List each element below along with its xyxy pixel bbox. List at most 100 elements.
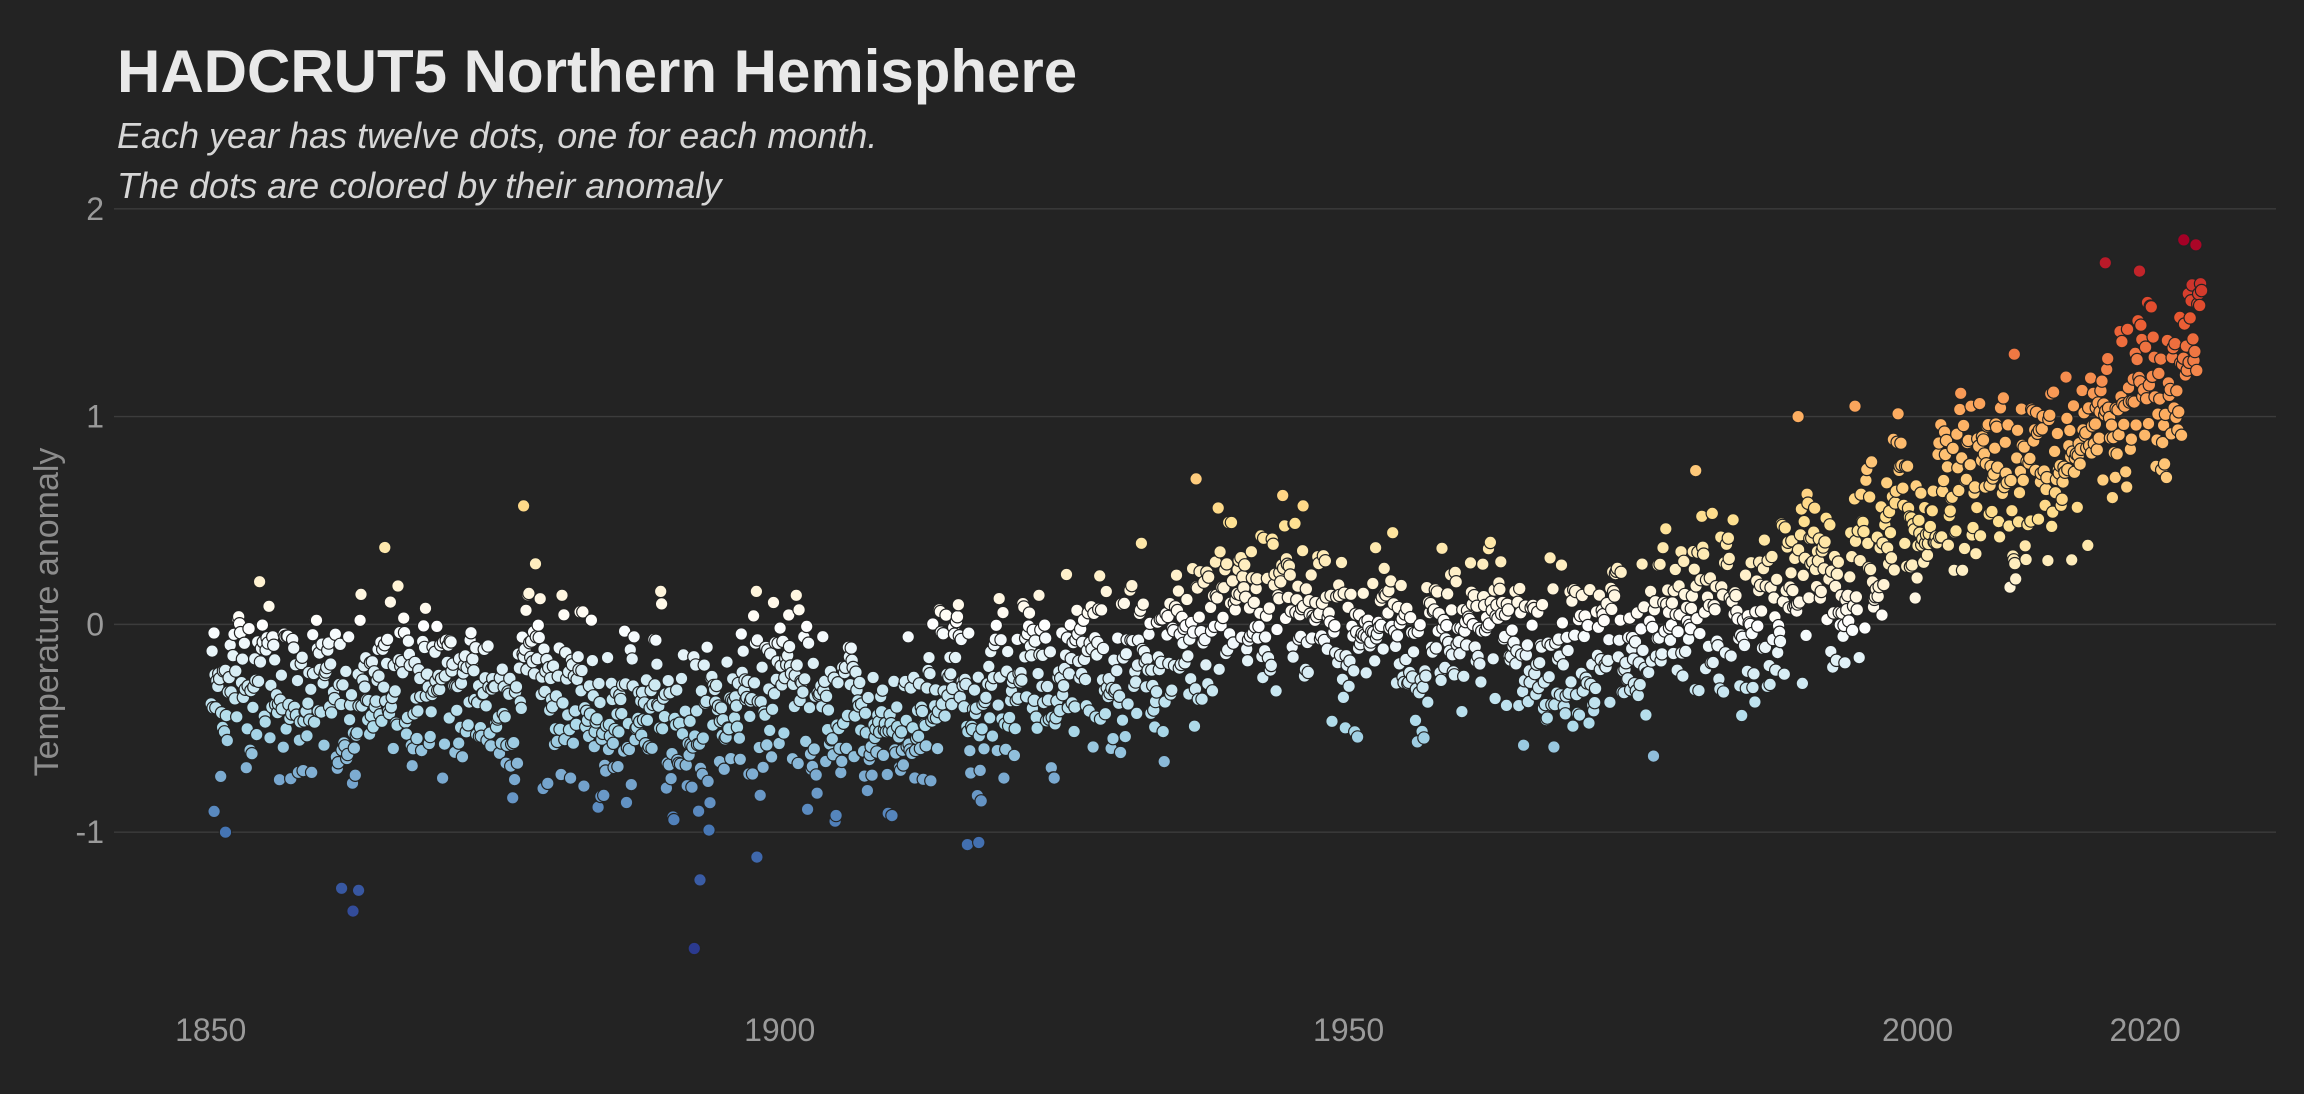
monthly-point bbox=[276, 740, 291, 754]
monthly-point bbox=[645, 741, 659, 756]
monthly-point bbox=[2070, 500, 2085, 515]
monthly-point bbox=[258, 715, 272, 729]
monthly-point bbox=[357, 680, 372, 694]
monthly-point bbox=[1199, 658, 1213, 672]
monthly-point bbox=[514, 701, 529, 716]
monthly-point bbox=[1040, 679, 1055, 694]
monthly-point bbox=[865, 768, 879, 782]
monthly-point bbox=[2177, 233, 2191, 247]
monthly-point bbox=[2023, 451, 2037, 466]
monthly-point bbox=[901, 629, 915, 644]
monthly-point bbox=[1554, 558, 1569, 572]
monthly-point bbox=[1213, 544, 1227, 559]
monthly-point bbox=[821, 703, 836, 717]
monthly-point bbox=[801, 636, 816, 650]
monthly-point bbox=[866, 670, 880, 685]
monthly-point bbox=[1845, 623, 1860, 638]
monthly-point bbox=[1413, 617, 1427, 632]
monthly-point bbox=[1972, 396, 1987, 411]
monthly-point bbox=[1457, 669, 1471, 684]
monthly-point bbox=[1614, 565, 1628, 580]
monthly-point bbox=[1086, 740, 1100, 754]
monthly-point bbox=[1473, 657, 1487, 671]
monthly-point bbox=[418, 601, 433, 616]
monthly-point bbox=[2004, 473, 2018, 488]
monthly-point bbox=[479, 699, 493, 713]
monthly-point bbox=[714, 701, 729, 715]
monthly-point bbox=[948, 650, 963, 665]
monthly-point bbox=[930, 741, 945, 756]
monthly-point bbox=[1096, 641, 1111, 656]
monthly-point bbox=[1989, 420, 2004, 435]
monthly-point bbox=[1748, 695, 1762, 709]
monthly-point bbox=[742, 709, 757, 724]
monthly-point bbox=[720, 655, 734, 669]
monthly-point bbox=[1953, 402, 1967, 417]
monthly-point bbox=[295, 650, 309, 664]
monthly-point bbox=[348, 768, 363, 782]
monthly-point bbox=[1266, 537, 1280, 552]
monthly-point bbox=[220, 733, 235, 748]
monthly-point bbox=[875, 683, 890, 697]
monthly-point bbox=[1558, 707, 1573, 721]
monthly-point bbox=[1738, 568, 1753, 582]
monthly-point bbox=[1877, 577, 1891, 592]
monthly-point bbox=[2190, 363, 2204, 378]
monthly-point bbox=[764, 750, 779, 764]
monthly-point bbox=[1969, 546, 1983, 561]
monthly-point bbox=[405, 758, 419, 773]
monthly-point bbox=[1605, 602, 1619, 617]
monthly-point bbox=[528, 556, 543, 571]
monthly-point bbox=[915, 704, 930, 719]
monthly-point bbox=[691, 804, 706, 818]
monthly-point bbox=[1936, 473, 1951, 488]
monthly-point bbox=[1269, 684, 1283, 698]
monthly-point bbox=[1692, 683, 1706, 698]
monthly-point bbox=[411, 704, 425, 718]
monthly-point bbox=[1328, 618, 1342, 633]
monthly-point bbox=[576, 605, 590, 619]
monthly-point bbox=[1603, 695, 1617, 710]
monthly-point bbox=[664, 771, 678, 786]
monthly-point bbox=[791, 756, 805, 771]
monthly-point bbox=[789, 588, 804, 603]
monthly-point bbox=[1887, 563, 1902, 577]
y-axis-label: Temperature anomaly bbox=[28, 448, 66, 777]
monthly-point bbox=[1646, 749, 1661, 763]
monthly-point bbox=[1318, 553, 1333, 568]
monthly-point bbox=[797, 671, 812, 686]
monthly-point bbox=[807, 742, 822, 756]
monthly-point bbox=[235, 652, 250, 666]
monthly-point bbox=[2096, 473, 2110, 487]
monthly-point bbox=[1966, 520, 1980, 535]
monthly-point bbox=[991, 698, 1005, 712]
monthly-point bbox=[205, 644, 219, 658]
monthly-point bbox=[1043, 644, 1058, 659]
monthly-point bbox=[985, 729, 1000, 743]
monthly-point bbox=[1864, 455, 1879, 469]
monthly-point bbox=[1970, 500, 1984, 515]
monthly-point bbox=[1180, 592, 1194, 607]
monthly-point bbox=[1838, 655, 1852, 670]
monthly-point bbox=[1663, 633, 1678, 648]
y-gridlines bbox=[114, 208, 2276, 833]
monthly-point bbox=[2130, 352, 2144, 367]
monthly-point bbox=[745, 767, 760, 781]
monthly-point bbox=[796, 685, 810, 699]
monthly-point bbox=[729, 699, 744, 713]
monthly-point bbox=[753, 788, 767, 803]
monthly-point bbox=[1796, 568, 1811, 583]
monthly-point bbox=[766, 595, 781, 610]
monthly-point bbox=[351, 883, 366, 898]
monthly-point bbox=[451, 736, 466, 750]
monthly-point bbox=[736, 644, 750, 658]
monthly-point bbox=[1566, 719, 1580, 733]
monthly-point bbox=[1687, 562, 1702, 576]
monthly-point bbox=[1516, 738, 1531, 752]
monthly-point bbox=[1444, 603, 1459, 617]
monthly-point bbox=[1631, 688, 1646, 703]
monthly-point bbox=[1636, 643, 1650, 658]
monthly-point bbox=[1746, 680, 1760, 695]
monthly-point bbox=[1078, 672, 1093, 687]
monthly-point bbox=[1140, 651, 1154, 666]
